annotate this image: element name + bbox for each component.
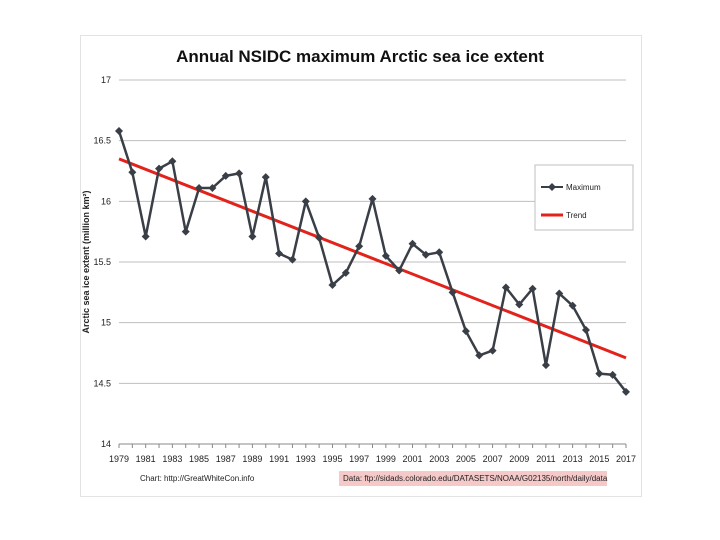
data-point: [261, 173, 270, 182]
data-point: [461, 327, 470, 336]
x-tick-label: 2007: [483, 454, 503, 464]
x-tick-label: 1983: [162, 454, 182, 464]
data-point: [622, 387, 630, 396]
x-tick-label: 1997: [349, 454, 369, 464]
data-point: [475, 351, 484, 360]
legend-maximum-marker: [548, 183, 556, 191]
data-point: [528, 284, 537, 293]
data-point: [248, 232, 257, 241]
chart-frame: [80, 35, 642, 497]
x-tick-label: 1981: [136, 454, 156, 464]
data-point: [141, 232, 150, 241]
maximum-series: [115, 126, 630, 396]
data-point: [181, 227, 190, 236]
chart-credit: Chart: http://GreatWhiteCon.info: [140, 474, 255, 483]
data-point: [568, 301, 577, 310]
x-tick-label: 1991: [269, 454, 289, 464]
data-point: [288, 255, 297, 264]
data-point: [235, 169, 244, 178]
y-tick-label: 17: [101, 75, 111, 85]
data-point: [301, 197, 310, 206]
legend: Maximum Trend: [534, 164, 634, 231]
y-tick-label: 15: [101, 318, 111, 328]
data-point: [328, 281, 337, 290]
y-tick-label: 15.5: [93, 257, 111, 267]
axes: [118, 443, 627, 448]
data-point: [435, 248, 444, 257]
x-tick-label: 1985: [189, 454, 209, 464]
x-tick-label: 2017: [616, 454, 636, 464]
data-point: [421, 250, 430, 259]
trend-line: [118, 157, 627, 360]
gridlines: [119, 79, 626, 445]
data-point: [555, 289, 564, 298]
data-point: [208, 183, 217, 192]
data-point: [341, 268, 350, 277]
data-point: [115, 126, 123, 135]
x-tick-label: 1987: [216, 454, 236, 464]
x-tick-label: 1995: [322, 454, 342, 464]
x-tick-label: 1993: [296, 454, 316, 464]
chart-title: Annual NSIDC maximum Arctic sea ice exte…: [176, 47, 544, 66]
data-point: [408, 239, 417, 248]
data-point: [395, 266, 404, 275]
data-point: [448, 288, 457, 297]
data-source: Data: ftp://sidads.colorado.edu/DATASETS…: [343, 474, 608, 483]
data-source-highlight: [339, 471, 607, 486]
data-point: [501, 283, 510, 292]
y-ticks: 14 14.5 15 15.5 16 16.5 17: [93, 75, 111, 449]
y-axis-label: Arctic sea ice extent (million km²): [81, 190, 91, 333]
x-tick-label: 1979: [109, 454, 129, 464]
x-tick-label: 2009: [509, 454, 529, 464]
y-tick-label: 14.5: [93, 378, 111, 388]
x-tick-label: 2013: [563, 454, 583, 464]
y-tick-label: 16: [101, 196, 111, 206]
data-point: [381, 251, 390, 260]
x-tick-label: 2005: [456, 454, 476, 464]
y-tick-label: 14: [101, 439, 111, 449]
x-tick-label: 2015: [589, 454, 609, 464]
data-point: [595, 369, 604, 378]
data-point: [168, 157, 177, 166]
data-point: [515, 300, 524, 309]
data-point: [355, 242, 364, 251]
legend-box: [534, 164, 634, 231]
data-point: [608, 370, 617, 379]
data-point: [128, 168, 137, 177]
trend-series: [118, 157, 627, 360]
x-tick-label: 2011: [536, 454, 555, 464]
data-point: [315, 233, 324, 242]
data-point: [368, 194, 377, 203]
data-point: [195, 183, 204, 192]
data-point: [155, 164, 164, 173]
data-point: [275, 249, 284, 258]
x-tick-label: 1999: [376, 454, 396, 464]
legend-trend-label: Trend: [566, 211, 587, 220]
x-tick-label: 2001: [403, 454, 423, 464]
x-tick-label: 1989: [242, 454, 262, 464]
y-tick-label: 16.5: [93, 136, 111, 146]
data-point: [541, 361, 550, 370]
x-ticks: 1979 1981 1983 1985 1987 1989 1991 1993 1995 1997…: [109, 454, 636, 464]
legend-maximum-label: Maximum: [566, 183, 601, 192]
x-tick-label: 2003: [429, 454, 449, 464]
data-point: [581, 325, 590, 334]
data-point: [488, 346, 497, 355]
data-point: [221, 171, 230, 180]
